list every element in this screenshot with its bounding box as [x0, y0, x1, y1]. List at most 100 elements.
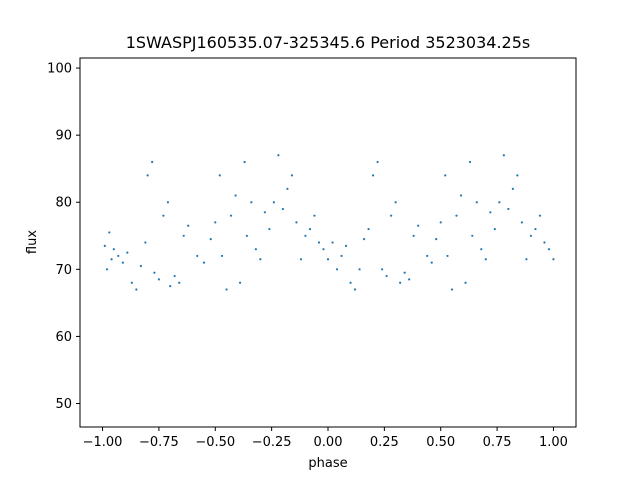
- data-point: [162, 214, 165, 217]
- data-point: [543, 241, 546, 244]
- data-point: [498, 201, 501, 204]
- data-point: [151, 160, 154, 164]
- data-point: [225, 288, 228, 291]
- data-point: [353, 288, 357, 291]
- data-point: [511, 187, 514, 190]
- data-point: [277, 154, 280, 157]
- data-point: [340, 254, 343, 258]
- x-tick-label: 1.00: [539, 435, 568, 450]
- data-point: [105, 268, 109, 271]
- data-point: [493, 227, 496, 231]
- data-point: [475, 201, 478, 204]
- x-tick-label: 0.50: [426, 435, 455, 450]
- data-point: [202, 261, 206, 264]
- data-point: [139, 264, 142, 268]
- data-point: [317, 241, 321, 244]
- x-tick-label: −1.00: [83, 435, 123, 450]
- data-point: [446, 254, 449, 258]
- data-point: [229, 214, 233, 217]
- data-point: [110, 258, 113, 261]
- data-point: [144, 241, 147, 244]
- data-point: [254, 248, 257, 251]
- data-point: [412, 234, 415, 237]
- data-point: [507, 207, 510, 211]
- data-point: [263, 211, 266, 214]
- data-point: [178, 281, 181, 284]
- data-point: [371, 174, 375, 177]
- data-point: [112, 248, 115, 251]
- y-tick-label: 70: [55, 263, 72, 278]
- data-point: [166, 201, 170, 204]
- data-point: [464, 281, 467, 284]
- data-point: [169, 285, 172, 288]
- x-tick-label: 0.75: [483, 435, 512, 450]
- data-point: [468, 160, 472, 164]
- data-point: [408, 278, 411, 281]
- y-tick-label: 90: [55, 129, 72, 144]
- data-point: [281, 207, 285, 211]
- data-point: [209, 238, 212, 241]
- y-tick-label: 60: [55, 330, 72, 345]
- data-point: [525, 258, 528, 261]
- data-point: [344, 244, 348, 247]
- scatter-points: [103, 154, 555, 291]
- data-point: [157, 278, 161, 281]
- data-point: [259, 258, 262, 261]
- data-point: [417, 224, 420, 227]
- x-tick-label: 0.25: [370, 435, 399, 450]
- data-point: [173, 274, 176, 278]
- data-point: [489, 211, 492, 214]
- data-point: [299, 258, 303, 261]
- data-point: [218, 174, 221, 177]
- y-axis: 50 60 70 80 90 100: [47, 62, 80, 412]
- data-point: [238, 281, 242, 284]
- data-point: [304, 234, 307, 237]
- data-point: [349, 281, 352, 284]
- data-point: [362, 238, 366, 241]
- data-point: [459, 194, 463, 197]
- data-point: [121, 261, 124, 264]
- data-point: [358, 268, 361, 271]
- data-point: [520, 221, 523, 224]
- data-point: [108, 231, 111, 234]
- data-point: [331, 241, 334, 244]
- chart-title: 1SWASPJ160535.07-325345.6 Period 3523034…: [126, 33, 531, 52]
- data-point: [135, 288, 138, 291]
- x-axis-label: phase: [308, 456, 347, 471]
- data-point: [430, 261, 433, 264]
- y-tick-label: 80: [55, 196, 72, 211]
- x-tick-label: −0.50: [195, 435, 235, 450]
- y-tick-label: 100: [47, 62, 72, 77]
- data-point: [426, 254, 429, 258]
- data-point: [552, 258, 555, 261]
- data-point: [394, 201, 397, 204]
- data-point: [381, 268, 384, 271]
- data-point: [117, 254, 120, 258]
- data-point: [153, 271, 156, 274]
- data-point: [272, 201, 275, 204]
- data-point: [220, 254, 224, 258]
- data-point: [439, 221, 442, 224]
- data-point: [322, 248, 325, 251]
- data-point: [385, 274, 388, 278]
- data-point: [547, 248, 551, 251]
- data-point: [455, 214, 458, 217]
- data-point: [182, 234, 185, 237]
- data-point: [516, 174, 519, 177]
- x-tick-label: −0.75: [139, 435, 179, 450]
- data-point: [538, 214, 542, 217]
- y-tick-label: 50: [55, 397, 72, 412]
- data-point: [435, 238, 438, 241]
- data-point: [250, 201, 253, 204]
- data-point: [313, 214, 316, 217]
- data-point: [290, 174, 294, 177]
- data-point: [146, 174, 149, 177]
- data-point: [214, 221, 217, 224]
- x-axis: −1.00 −0.75 −0.50 −0.25 0.00 0.25 0.50 0.75 1.00: [83, 427, 568, 450]
- data-point: [502, 154, 505, 157]
- data-point: [529, 234, 533, 237]
- data-point: [187, 224, 190, 227]
- data-point: [245, 234, 248, 237]
- data-point: [335, 268, 339, 271]
